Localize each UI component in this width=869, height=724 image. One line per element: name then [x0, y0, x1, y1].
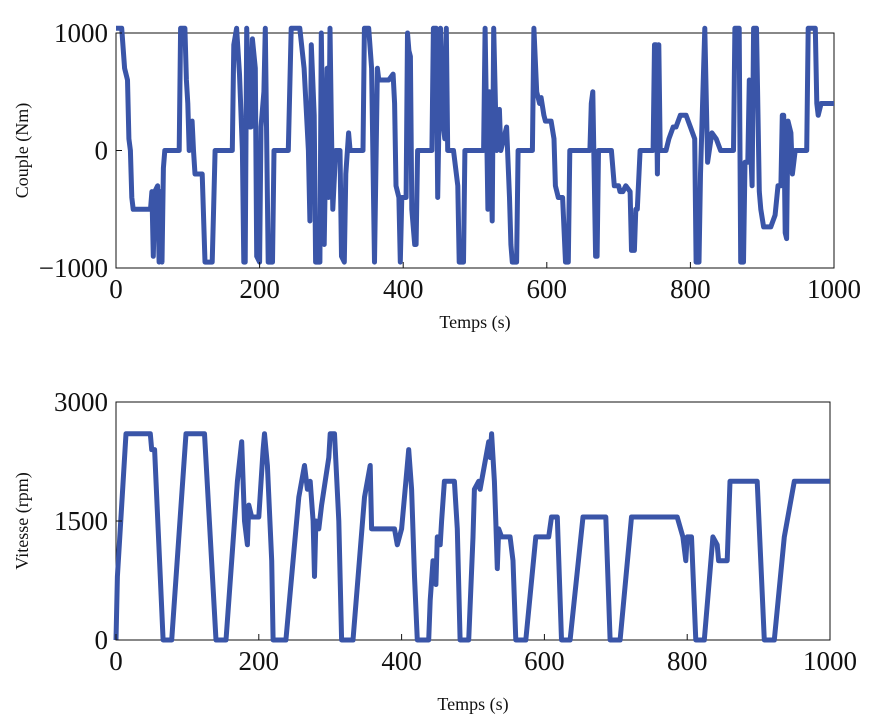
y-axis-label: Couple (Nm) [12, 103, 33, 198]
data-line [113, 431, 830, 643]
x-tick-label: 200 [239, 646, 280, 676]
x-tick-label: 400 [383, 274, 424, 304]
data-line [116, 25, 834, 265]
y-tick-label: 3000 [54, 387, 108, 417]
x-tick-label: 800 [667, 646, 708, 676]
x-tick-label: 0 [109, 274, 123, 304]
x-tick-label: 200 [239, 274, 280, 304]
x-tick-label: 600 [524, 646, 565, 676]
x-tick-label: 400 [381, 646, 422, 676]
x-tick-label: 600 [527, 274, 568, 304]
y-tick-label: 0 [95, 136, 109, 166]
x-tick-label: 1000 [807, 274, 861, 304]
y-tick-label: 1500 [54, 506, 108, 536]
y-tick-label: 0 [95, 625, 109, 655]
x-axis-label: Temps (s) [439, 312, 510, 333]
x-tick-label: 800 [670, 274, 711, 304]
y-tick-label: −1000 [39, 253, 108, 283]
x-tick-label: 1000 [803, 646, 857, 676]
y-axis-label: Vitesse (rpm) [12, 472, 33, 569]
y-tick-label: 1000 [54, 18, 108, 48]
x-tick-label: 0 [109, 646, 123, 676]
x-axis-label: Temps (s) [437, 694, 508, 715]
